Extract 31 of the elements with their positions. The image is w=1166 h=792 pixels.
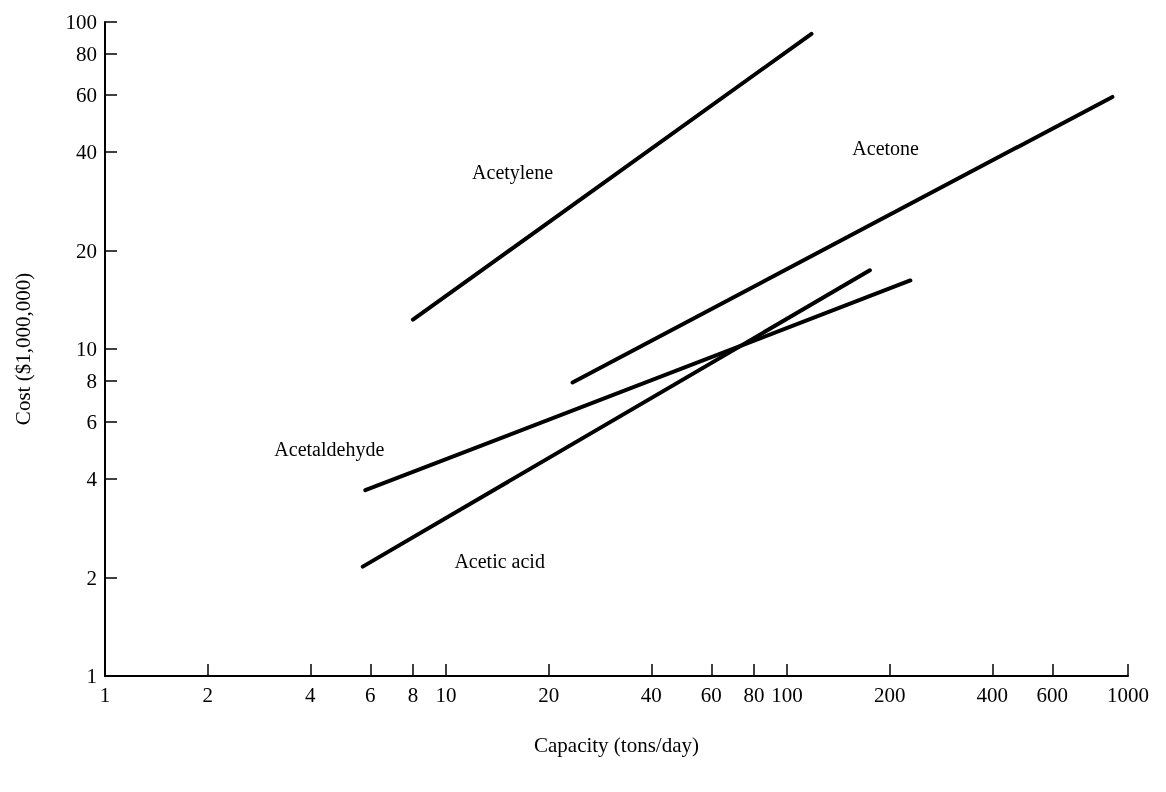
series-label: Acetic acid bbox=[454, 549, 545, 572]
series-label: Acetylene bbox=[472, 161, 554, 185]
x-tick-label: 400 bbox=[976, 682, 1009, 707]
x-tick-label: 20 bbox=[538, 682, 560, 707]
x-tick-label: 2 bbox=[202, 682, 213, 707]
y-tick-label: 60 bbox=[76, 82, 97, 107]
x-tick-label: 10 bbox=[435, 682, 457, 707]
y-tick-label: 6 bbox=[86, 409, 97, 434]
x-tick-label: 40 bbox=[640, 682, 662, 707]
y-tick-label: 8 bbox=[86, 368, 97, 393]
series-label: Acetaldehyde bbox=[274, 438, 385, 462]
y-tick-label: 10 bbox=[76, 337, 97, 361]
y-tick-label: 100 bbox=[65, 10, 97, 34]
x-tick-label: 60 bbox=[700, 682, 722, 707]
x-tick-label: 100 bbox=[771, 682, 803, 707]
x-tick-label: 6 bbox=[365, 682, 376, 707]
x-tick-label: 600 bbox=[1036, 682, 1069, 707]
x-axis-title: Capacity (tons/day) bbox=[533, 732, 700, 757]
y-axis-title: Cost ($1,000,000) bbox=[10, 272, 35, 426]
series-label: Acetone bbox=[852, 136, 920, 159]
x-tick-label: 200 bbox=[873, 682, 906, 707]
y-tick-label: 80 bbox=[76, 41, 97, 66]
y-tick-label: 2 bbox=[86, 565, 97, 590]
y-tick-label: 20 bbox=[76, 238, 97, 263]
x-tick-label: 4 bbox=[305, 682, 317, 707]
y-tick-label: 4 bbox=[86, 467, 98, 492]
x-tick-label: 8 bbox=[407, 682, 419, 707]
x-tick-label: 1000 bbox=[1107, 682, 1149, 707]
y-tick-label: 40 bbox=[76, 140, 97, 165]
x-tick-label: 80 bbox=[743, 682, 765, 707]
y-tick-label: 1 bbox=[86, 664, 97, 688]
